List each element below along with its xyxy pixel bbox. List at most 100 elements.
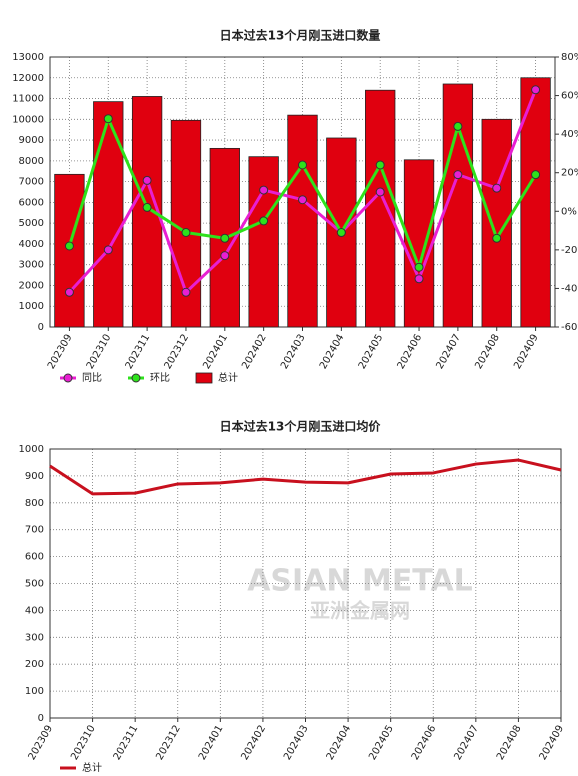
line-point bbox=[220, 251, 230, 261]
x-tick-label: 202407 bbox=[452, 724, 481, 763]
bar bbox=[365, 89, 396, 328]
x-tick-label: 202310 bbox=[85, 333, 114, 372]
y-tick-label: 6000 bbox=[19, 197, 44, 208]
y2-tick-label: -40% bbox=[561, 283, 578, 294]
legend-swatch bbox=[131, 373, 141, 383]
line-point bbox=[414, 262, 424, 272]
y-tick-label: 7000 bbox=[19, 177, 44, 188]
y-tick-label: 4000 bbox=[19, 239, 44, 250]
y-tick-label: 900 bbox=[25, 471, 44, 482]
bar bbox=[93, 101, 124, 328]
x-tick-label: 202405 bbox=[357, 333, 386, 372]
x-tick-label: 202310 bbox=[69, 724, 98, 763]
x-tick-label: 202401 bbox=[197, 724, 226, 763]
y-tick-label: 600 bbox=[25, 552, 44, 563]
y2-tick-label: 60% bbox=[561, 91, 578, 102]
y2-tick-label: 0% bbox=[561, 206, 577, 217]
y2-tick-label: 80% bbox=[561, 52, 578, 63]
x-tick-label: 202409 bbox=[512, 333, 541, 372]
line-point bbox=[375, 187, 385, 197]
x-tick-label: 202312 bbox=[163, 333, 192, 372]
x-tick-label: 202407 bbox=[434, 333, 463, 372]
x-tick-label: 202404 bbox=[325, 724, 354, 763]
x-tick-label: 202311 bbox=[124, 333, 153, 372]
legend-swatch bbox=[63, 373, 73, 383]
chart-title: 日本过去13个月刚玉进口数量 bbox=[220, 28, 381, 43]
bar bbox=[54, 173, 85, 328]
x-tick-label: 202406 bbox=[410, 724, 439, 763]
x-tick-label: 202402 bbox=[240, 333, 269, 372]
legend-label: 同比 bbox=[82, 372, 102, 384]
line-point bbox=[492, 233, 502, 243]
legend-label: 环比 bbox=[150, 372, 170, 384]
line-point bbox=[259, 185, 269, 195]
y-tick-label: 9000 bbox=[19, 135, 44, 146]
legend-swatch bbox=[195, 372, 213, 384]
line-point bbox=[64, 287, 74, 297]
y2-tick-label: -60% bbox=[561, 322, 578, 333]
line-point bbox=[103, 114, 113, 124]
y2-tick-label: 40% bbox=[561, 129, 578, 140]
y-tick-label: 800 bbox=[25, 498, 44, 509]
x-tick-label: 202408 bbox=[495, 724, 524, 763]
line-point bbox=[181, 287, 191, 297]
line-point bbox=[336, 228, 346, 237]
plot-frame bbox=[49, 448, 562, 719]
y-tick-label: 5000 bbox=[19, 218, 44, 229]
y2-tick-label: -20% bbox=[561, 245, 578, 256]
line-point bbox=[492, 183, 502, 193]
x-tick-label: 202405 bbox=[367, 724, 396, 763]
y-tick-label: 400 bbox=[25, 605, 44, 616]
line-point bbox=[298, 160, 307, 170]
x-tick-label: 202309 bbox=[46, 333, 75, 372]
chart-title: 日本过去13个月刚玉进口均价 bbox=[220, 419, 382, 434]
y-tick-label: 300 bbox=[25, 632, 44, 643]
line-point bbox=[375, 160, 385, 170]
x-tick-label: 202309 bbox=[27, 724, 56, 763]
line-point bbox=[453, 121, 463, 131]
y-tick-label: 2000 bbox=[19, 280, 44, 291]
x-tick-label: 202311 bbox=[112, 724, 141, 763]
line-point bbox=[531, 170, 541, 180]
bar bbox=[520, 77, 551, 328]
line-point bbox=[453, 170, 463, 180]
y-tick-label: 8000 bbox=[19, 156, 44, 167]
x-tick-label: 202401 bbox=[201, 333, 230, 372]
y-tick-label: 200 bbox=[25, 659, 44, 670]
x-tick-label: 202403 bbox=[282, 724, 311, 763]
line-point bbox=[259, 216, 269, 226]
watermark: ASIAN METAL bbox=[247, 564, 473, 599]
line-point bbox=[298, 195, 307, 205]
line-point bbox=[103, 245, 113, 255]
legend-label: 总计 bbox=[218, 371, 238, 384]
x-tick-label: 202408 bbox=[473, 333, 502, 372]
line-point bbox=[414, 274, 424, 284]
y-tick-label: 500 bbox=[25, 579, 44, 590]
y-tick-label: 1000 bbox=[19, 301, 44, 312]
line-point bbox=[64, 241, 74, 251]
y2-tick-label: 20% bbox=[561, 168, 578, 179]
y-tick-label: 11000 bbox=[12, 94, 44, 105]
y-tick-label: 3000 bbox=[19, 260, 44, 271]
y-tick-label: 100 bbox=[25, 686, 44, 697]
legend-label: 总计 bbox=[82, 761, 102, 774]
line-point bbox=[531, 85, 541, 95]
x-tick-label: 202409 bbox=[538, 724, 567, 763]
bar bbox=[248, 156, 279, 328]
y-tick-label: 13000 bbox=[12, 52, 44, 63]
x-tick-label: 202402 bbox=[239, 724, 268, 763]
line bbox=[49, 458, 562, 496]
y-tick-label: 0 bbox=[38, 713, 44, 724]
bar bbox=[287, 114, 318, 328]
line-point bbox=[142, 202, 152, 212]
y-tick-label: 1000 bbox=[19, 444, 44, 455]
line-point bbox=[220, 233, 230, 243]
y-tick-label: 700 bbox=[25, 525, 44, 536]
x-tick-label: 202406 bbox=[396, 333, 425, 372]
line-point bbox=[181, 228, 191, 237]
line-point bbox=[142, 175, 152, 185]
x-tick-label: 202312 bbox=[154, 724, 183, 763]
y-tick-label: 0 bbox=[38, 322, 44, 333]
y-tick-label: 10000 bbox=[12, 114, 44, 125]
